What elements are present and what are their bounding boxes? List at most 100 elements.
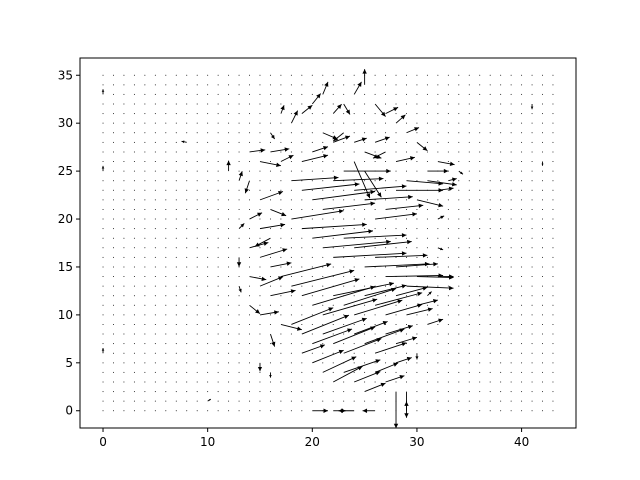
vector-arrow	[354, 299, 403, 316]
vector-dot	[123, 151, 125, 153]
vector-dot	[311, 132, 313, 134]
vector-dot	[102, 276, 104, 278]
vector-dot	[531, 170, 533, 172]
vector-dot	[479, 400, 481, 402]
vector-dot	[385, 362, 387, 364]
vector-dot	[416, 323, 418, 325]
vector-dot	[259, 304, 261, 306]
vector-arrow	[353, 161, 371, 199]
vector-dot	[196, 400, 198, 402]
vector-dot	[112, 343, 114, 345]
vector-dot	[196, 276, 198, 278]
vector-dot	[385, 266, 387, 268]
vector-dot	[500, 132, 502, 134]
vector-dot	[249, 400, 251, 402]
vector-dot	[123, 122, 125, 124]
vector-dot	[458, 391, 460, 393]
vector-dot	[238, 391, 240, 393]
vector-dot	[228, 84, 230, 86]
vector-dot	[521, 256, 523, 258]
vector-dot	[196, 237, 198, 239]
vector-dot	[385, 103, 387, 105]
vector-dot	[102, 208, 104, 210]
vector-dot	[207, 122, 209, 124]
vector-dot	[280, 170, 282, 172]
vector-dot	[521, 218, 523, 220]
vector-dot	[207, 285, 209, 287]
vector-dot	[290, 170, 292, 172]
vector-dot	[144, 180, 146, 182]
vector-dot	[374, 151, 376, 153]
x-tick-label: 40	[514, 435, 529, 449]
vector-arrow	[280, 105, 285, 114]
vector-dot	[165, 93, 167, 95]
vector-dot	[510, 400, 512, 402]
vector-dot	[489, 141, 491, 143]
vector-arrow	[322, 201, 376, 210]
vector-dot	[217, 400, 219, 402]
vector-dot	[196, 323, 198, 325]
vector-arrow	[322, 298, 378, 316]
vector-dot	[542, 323, 544, 325]
vector-dot	[332, 189, 334, 191]
vector-dot	[133, 371, 135, 373]
vector-dot	[154, 343, 156, 345]
vector-dot	[259, 323, 261, 325]
vector-dot	[217, 276, 219, 278]
vector-dot	[290, 276, 292, 278]
vector-dot	[249, 352, 251, 354]
vector-dot	[123, 285, 125, 287]
vector-dot	[322, 170, 324, 172]
vector-dot	[249, 170, 251, 172]
vector-arrow	[269, 372, 272, 378]
vector-arrow	[312, 408, 328, 413]
vector-dot	[416, 161, 418, 163]
y-tick-label: 10	[58, 308, 73, 322]
y-tick-label: 0	[65, 404, 73, 418]
vector-dot	[133, 343, 135, 345]
x-tick-label: 10	[200, 435, 215, 449]
vector-dot	[374, 343, 376, 345]
vector-dot	[154, 122, 156, 124]
vector-dot	[123, 362, 125, 364]
vector-dot	[154, 103, 156, 105]
vector-dot	[437, 352, 439, 354]
vector-dot	[531, 218, 533, 220]
vector-dot	[489, 218, 491, 220]
vector-dot	[249, 237, 251, 239]
vector-dot	[531, 285, 533, 287]
vector-dot	[269, 122, 271, 124]
vector-arrow	[291, 269, 355, 287]
vector-arrow	[404, 401, 409, 411]
vector-arrow	[270, 209, 287, 217]
vector-dot	[123, 237, 125, 239]
vector-dot	[311, 381, 313, 383]
vector-dot	[238, 132, 240, 134]
vector-dot	[238, 93, 240, 95]
vector-dot	[531, 314, 533, 316]
vector-arrow	[249, 304, 261, 315]
vector-dot	[426, 343, 428, 345]
vector-dot	[468, 93, 470, 95]
vector-dot	[186, 237, 188, 239]
vector-dot	[228, 247, 230, 249]
vector-dot	[468, 228, 470, 230]
vector-dot	[332, 333, 334, 335]
vector-dot	[269, 161, 271, 163]
vector-dot	[154, 323, 156, 325]
vector-dot	[290, 74, 292, 76]
vector-dot	[133, 381, 135, 383]
vector-dot	[123, 295, 125, 297]
vector-dot	[500, 323, 502, 325]
vector-dot	[259, 103, 261, 105]
vector-dot	[447, 266, 449, 268]
vector-dot	[280, 381, 282, 383]
vector-dot	[311, 93, 313, 95]
vector-dot	[175, 141, 177, 143]
vector-dot	[531, 323, 533, 325]
vector-dot	[280, 93, 282, 95]
vector-dot	[426, 103, 428, 105]
vector-dot	[259, 410, 261, 412]
x-tick-label: 30	[409, 435, 424, 449]
vector-dot	[249, 161, 251, 163]
